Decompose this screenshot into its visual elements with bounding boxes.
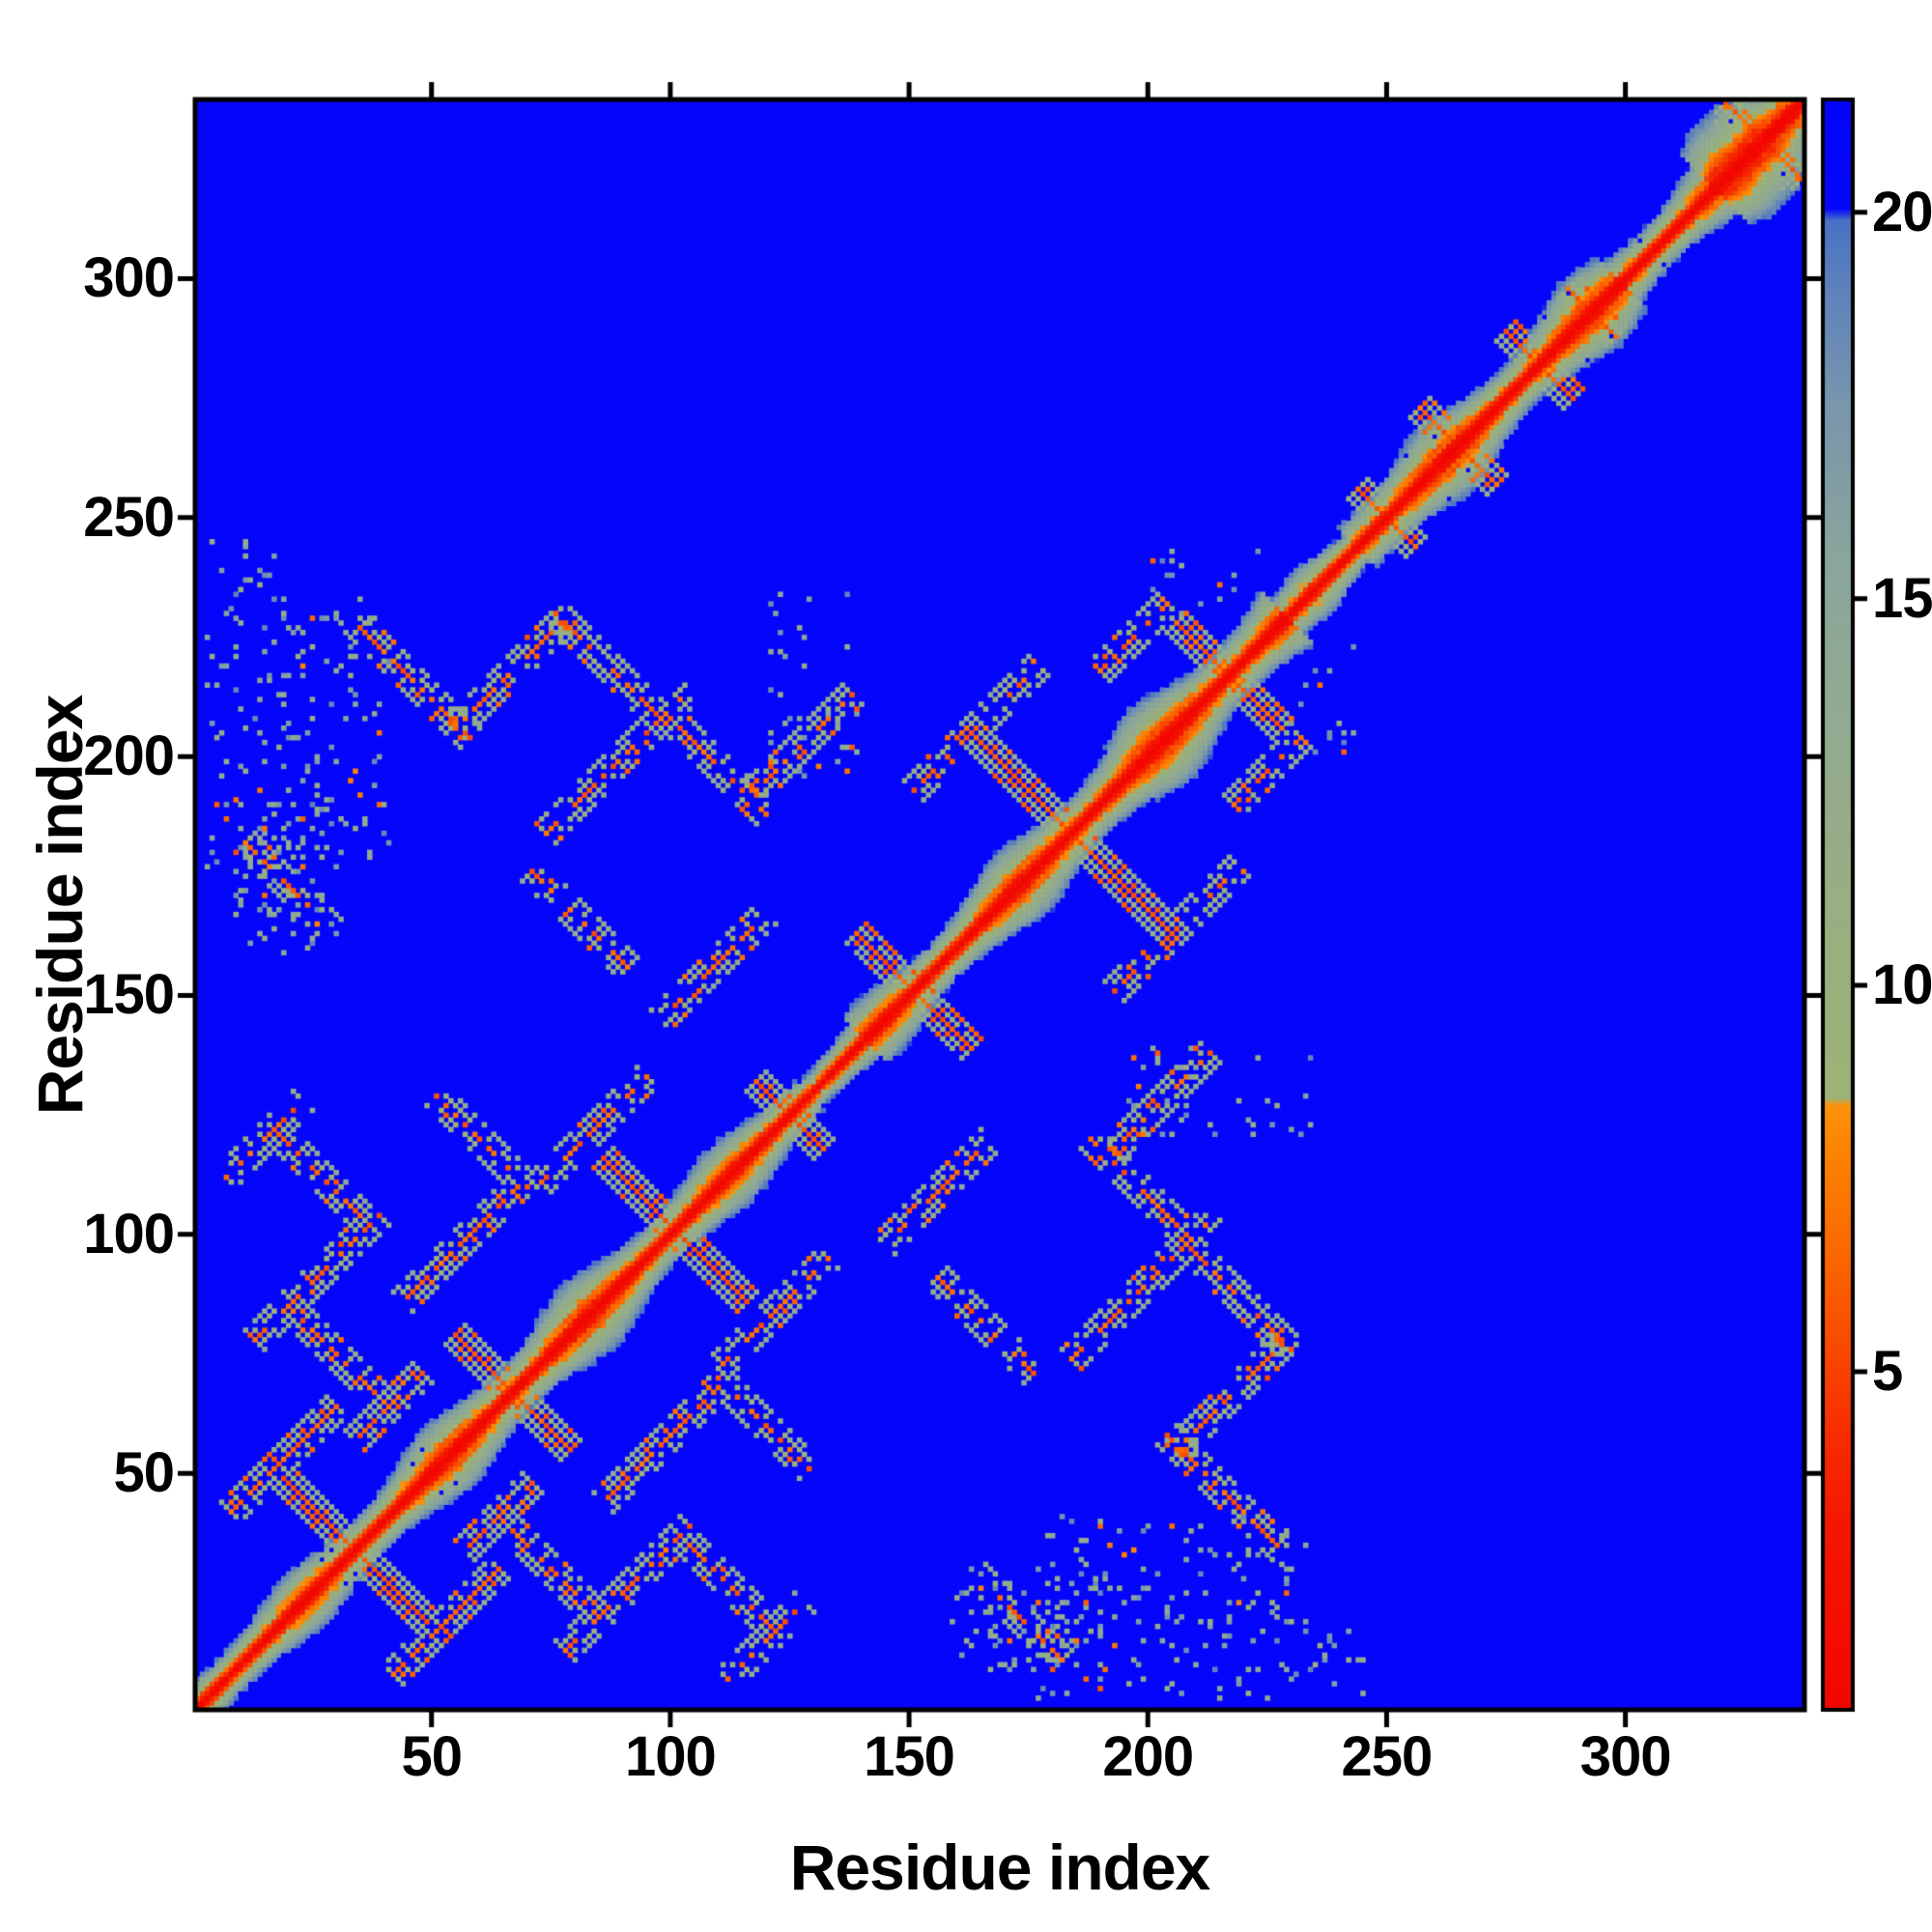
x-tick-label: 300 xyxy=(1579,1725,1672,1788)
x-tick-label: 150 xyxy=(864,1725,955,1788)
colorbar-tick-label: 15 xyxy=(1872,566,1932,630)
x-tick-label: 250 xyxy=(1341,1725,1434,1788)
y-tick-label: 300 xyxy=(83,246,175,310)
x-tick-label: 50 xyxy=(401,1725,463,1788)
colorbar-tick-label: 20 xyxy=(1872,180,1932,243)
colorbar-tick-label: 10 xyxy=(1872,952,1932,1016)
y-tick-label: 150 xyxy=(83,963,175,1027)
y-tick-label: 50 xyxy=(113,1441,175,1505)
colorbar-tick-label: 5 xyxy=(1872,1339,1903,1403)
y-axis-title: Residue index xyxy=(24,695,96,1115)
x-axis-title: Residue index xyxy=(789,1832,1210,1903)
y-tick-label: 200 xyxy=(83,724,175,788)
x-tick-label: 200 xyxy=(1102,1725,1194,1788)
x-tick-label: 100 xyxy=(624,1725,717,1788)
y-tick-label: 100 xyxy=(83,1202,175,1265)
y-tick-label: 250 xyxy=(83,485,175,549)
